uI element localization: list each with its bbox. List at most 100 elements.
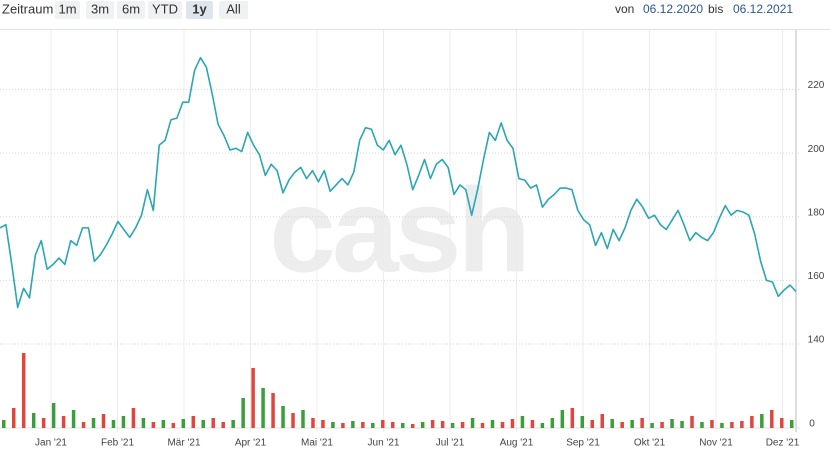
- volume-bar: [231, 420, 235, 428]
- volume-bar: [51, 403, 56, 428]
- volume-bar: [640, 418, 644, 428]
- volume-bar: [241, 398, 245, 428]
- volume-bar: [400, 423, 405, 428]
- volume-bar: [570, 408, 575, 428]
- volume-bar: [510, 419, 515, 428]
- volume-bar: [630, 420, 634, 428]
- volume-bar: [331, 422, 335, 428]
- volume-bar: [730, 422, 734, 428]
- volume-bar: [11, 408, 16, 428]
- volume-bar: [530, 420, 535, 428]
- button[interactable]: 6m: [122, 1, 140, 16]
- volume-bar: [121, 416, 126, 428]
- volume-bar: [720, 423, 724, 428]
- price-line: [0, 56, 797, 309]
- y-tick-label: 200: [808, 144, 825, 155]
- volume-bar: [700, 422, 704, 428]
- volume-bar: [41, 418, 46, 428]
- x-tick-label: Feb '21: [101, 438, 134, 449]
- volume-bar: [500, 422, 505, 428]
- volume-bar: [21, 353, 26, 428]
- button[interactable]: YTD: [152, 1, 178, 16]
- volume-bar: [351, 421, 355, 428]
- volume-bar: [191, 416, 196, 428]
- volume-bar: [610, 419, 614, 428]
- volume-bar: [251, 368, 255, 428]
- x-tick-label: Sep '21: [566, 438, 600, 449]
- volume-bar: [460, 422, 465, 428]
- y-tick-label: 220: [808, 80, 825, 91]
- volume-bar: [760, 414, 764, 428]
- x-tick-label: Nov '21: [699, 438, 733, 449]
- volume-bar: [141, 418, 146, 428]
- volume-bar: [371, 423, 375, 428]
- volume-bar: [600, 414, 604, 428]
- y-tick-label: 180: [808, 207, 825, 218]
- x-tick-label: Aug '21: [500, 438, 534, 449]
- volume-bar: [490, 420, 495, 428]
- volume-bar: [690, 416, 694, 428]
- volume-tick-label: 0: [809, 419, 815, 430]
- x-tick-label: Jun '21: [368, 438, 400, 449]
- volume-bar: [520, 416, 525, 428]
- volume-bar: [2, 420, 6, 428]
- volume-bar: [450, 423, 455, 428]
- volume-bar: [81, 422, 86, 428]
- button-bg[interactable]: [86, 1, 114, 19]
- volume-bar: [410, 424, 415, 428]
- volume-bar: [131, 408, 136, 428]
- volume-bar: [770, 410, 774, 428]
- volume-bar: [221, 422, 225, 428]
- volume-bar: [740, 421, 744, 428]
- volume-bar: [161, 420, 166, 428]
- volume-bar: [311, 418, 315, 428]
- volume-bar: [181, 419, 186, 428]
- button-bg[interactable]: [219, 1, 248, 19]
- y-tick-label: 140: [808, 335, 825, 346]
- volume-bar: [101, 414, 106, 428]
- button-bg[interactable]: [186, 1, 213, 19]
- x-tick-label: Jul '21: [436, 438, 465, 449]
- button[interactable]: 1y: [192, 1, 207, 16]
- watermark: cash: [269, 164, 527, 298]
- button-bg[interactable]: [148, 1, 182, 19]
- button[interactable]: All: [226, 1, 241, 16]
- range-from[interactable]: 06.12.2020: [643, 2, 703, 16]
- x-tick-label: Apr '21: [235, 438, 267, 449]
- volume-bar: [420, 422, 425, 428]
- button[interactable]: 1m: [58, 1, 76, 16]
- volume-bar: [261, 388, 265, 428]
- volume-bar: [650, 423, 654, 428]
- volume-bar: [440, 421, 445, 428]
- volume-bar: [710, 420, 714, 428]
- volume-bar: [560, 410, 565, 428]
- x-tick-label: Mär '21: [167, 438, 200, 449]
- button-bg[interactable]: [117, 1, 145, 19]
- toolbar-label: Zeitraum: [2, 1, 53, 16]
- volume-bar: [780, 418, 784, 428]
- volume-bar: [550, 418, 555, 428]
- volume-bar: [750, 416, 754, 428]
- volume-bar: [540, 423, 545, 428]
- volume-bar: [580, 416, 585, 428]
- volume-bar: [660, 422, 664, 428]
- volume-bar: [211, 418, 215, 428]
- volume-bar: [201, 420, 205, 428]
- button-bg[interactable]: [55, 1, 80, 19]
- x-tick-label: Jan '21: [35, 438, 67, 449]
- volume-bar: [590, 420, 595, 428]
- volume-bar: [91, 418, 96, 428]
- volume-bar: [391, 422, 395, 428]
- button[interactable]: 3m: [91, 1, 109, 16]
- volume-bar: [151, 422, 156, 428]
- y-tick-label: 160: [808, 271, 825, 282]
- volume-bar: [291, 413, 295, 428]
- volume-bar: [61, 416, 66, 428]
- volume-bar: [680, 421, 684, 428]
- volume-bar: [341, 423, 345, 428]
- volume-bar: [321, 420, 325, 428]
- volume-bar: [271, 393, 275, 428]
- range-to[interactable]: 06.12.2021: [733, 2, 793, 16]
- volume-bar: [171, 423, 176, 428]
